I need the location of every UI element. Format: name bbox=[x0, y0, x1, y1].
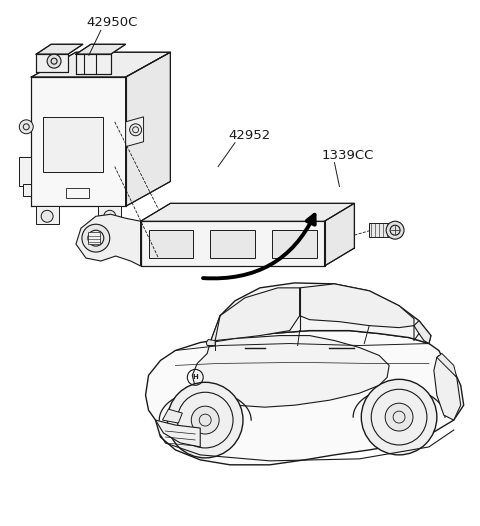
Polygon shape bbox=[43, 117, 103, 171]
Polygon shape bbox=[300, 284, 414, 328]
Polygon shape bbox=[76, 54, 111, 74]
Polygon shape bbox=[369, 223, 389, 237]
Polygon shape bbox=[76, 214, 141, 266]
Polygon shape bbox=[434, 356, 461, 420]
Polygon shape bbox=[192, 336, 389, 407]
FancyArrowPatch shape bbox=[203, 215, 315, 278]
Polygon shape bbox=[36, 206, 59, 224]
Polygon shape bbox=[19, 157, 31, 186]
Polygon shape bbox=[162, 409, 182, 423]
Text: H: H bbox=[192, 375, 198, 380]
Polygon shape bbox=[126, 52, 170, 206]
Circle shape bbox=[47, 54, 61, 68]
Circle shape bbox=[19, 120, 33, 134]
Polygon shape bbox=[210, 283, 431, 343]
Circle shape bbox=[130, 124, 142, 136]
Polygon shape bbox=[126, 117, 144, 147]
Polygon shape bbox=[210, 288, 300, 342]
Circle shape bbox=[104, 210, 116, 222]
Polygon shape bbox=[414, 321, 431, 343]
Polygon shape bbox=[36, 54, 68, 72]
Polygon shape bbox=[31, 77, 126, 206]
Circle shape bbox=[82, 224, 110, 252]
Text: 42950C: 42950C bbox=[86, 16, 137, 29]
Polygon shape bbox=[156, 420, 200, 447]
Circle shape bbox=[192, 406, 219, 434]
Polygon shape bbox=[206, 340, 215, 346]
Polygon shape bbox=[31, 52, 170, 77]
Circle shape bbox=[385, 403, 413, 431]
Circle shape bbox=[41, 210, 53, 222]
Polygon shape bbox=[141, 204, 354, 221]
Polygon shape bbox=[98, 206, 120, 224]
Polygon shape bbox=[76, 44, 126, 54]
Polygon shape bbox=[141, 221, 324, 266]
Polygon shape bbox=[148, 230, 193, 258]
Polygon shape bbox=[272, 230, 316, 258]
Polygon shape bbox=[36, 44, 83, 54]
Polygon shape bbox=[210, 230, 255, 258]
Polygon shape bbox=[437, 353, 457, 377]
Circle shape bbox=[386, 221, 404, 239]
Polygon shape bbox=[88, 232, 100, 244]
Text: 42952: 42952 bbox=[228, 129, 270, 141]
Circle shape bbox=[361, 379, 437, 455]
Circle shape bbox=[168, 382, 243, 458]
Polygon shape bbox=[145, 331, 464, 465]
Polygon shape bbox=[23, 185, 31, 196]
Text: 1339CC: 1339CC bbox=[322, 148, 374, 161]
Polygon shape bbox=[324, 204, 354, 266]
